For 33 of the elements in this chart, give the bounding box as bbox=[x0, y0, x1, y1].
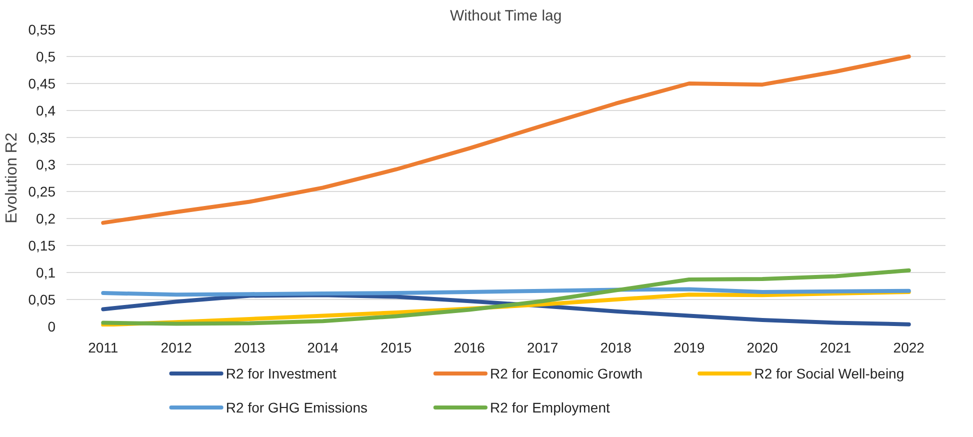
x-tick-label: 2014 bbox=[307, 340, 339, 356]
x-tick-label: 2020 bbox=[746, 340, 778, 356]
x-tick-label: 2018 bbox=[600, 340, 632, 356]
x-tick-label: 2013 bbox=[234, 340, 266, 356]
y-tick-label: 0,1 bbox=[36, 264, 56, 280]
y-tick-label: 0,15 bbox=[28, 238, 56, 254]
y-tick-label: 0,25 bbox=[28, 184, 56, 200]
y-tick-label: 0,4 bbox=[36, 102, 56, 118]
y-tick-label: 0,55 bbox=[28, 22, 56, 38]
y-tick-label: 0,3 bbox=[36, 156, 56, 172]
line-series bbox=[101, 268, 911, 326]
legend-label: R2 for Investment bbox=[226, 366, 337, 382]
x-tick-label: 2016 bbox=[454, 340, 486, 356]
x-tick-label: 2019 bbox=[674, 340, 705, 356]
y-tick-label: 0,35 bbox=[28, 130, 56, 146]
legend-label: R2 for Employment bbox=[490, 400, 610, 416]
x-tick-label: 2012 bbox=[160, 340, 192, 356]
x-tick-label: 2022 bbox=[893, 340, 925, 356]
legend-label: R2 for GHG Emissions bbox=[226, 400, 368, 416]
y-tick-label: 0,05 bbox=[28, 292, 56, 308]
y-tick-label: 0 bbox=[48, 318, 56, 334]
x-tick-label: 2021 bbox=[820, 340, 852, 356]
chart-title: Without Time lag bbox=[450, 8, 562, 24]
y-tick-label: 0,2 bbox=[36, 210, 56, 226]
legend-label: R2 for Economic Growth bbox=[490, 366, 643, 382]
y-tick-label: 0,45 bbox=[28, 76, 56, 92]
legend-label: R2 for Social Well-being bbox=[754, 366, 904, 382]
x-tick-label: 2011 bbox=[88, 340, 118, 356]
line-series bbox=[101, 54, 911, 225]
y-tick-label: 0,5 bbox=[36, 48, 56, 64]
x-tick-label: 2015 bbox=[380, 340, 412, 356]
x-tick-label: 2017 bbox=[527, 340, 558, 356]
y-axis-title: Evolution R2 bbox=[3, 132, 20, 224]
